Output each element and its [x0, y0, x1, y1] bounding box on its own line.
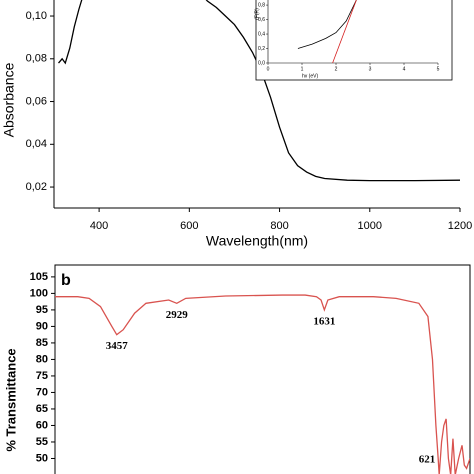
y-tick-label: 0,04 — [26, 138, 47, 150]
x-tick-label: 400 — [90, 220, 108, 232]
y-tick-label: 0,4 — [258, 31, 265, 37]
chart: 400 600 800 1000 12000,020,040,060,080,10Wav… — [1, 0, 472, 249]
y-tick-label: 105 — [30, 271, 48, 283]
y-tick-label: 0,6 — [258, 17, 265, 23]
x-tick-label: 2 — [335, 66, 338, 72]
x-tick-label: 800 — [270, 220, 288, 232]
peak-label: 3457 — [106, 340, 129, 352]
x-tick-label: 3 — [369, 66, 372, 72]
x-axis-label: Wavelength(nm) — [206, 233, 308, 249]
x-tick-label: 600 — [180, 220, 198, 232]
chart: 50 55 60 65 70 75 80 85 90 95 100 105 % Transmittanc… — [3, 271, 470, 474]
y-tick-label: 90 — [36, 320, 48, 332]
y-tick-label: 0,10 — [26, 10, 47, 22]
x-axis-label: hv (eV) — [302, 73, 318, 79]
y-tick-label: 75 — [36, 370, 48, 382]
x-tick-label: 1000 — [358, 220, 382, 232]
y-tick-label: 0,08 — [26, 53, 47, 65]
y-tick-label: 0,06 — [26, 95, 47, 107]
y-axis-label: % Transmittance — [3, 348, 18, 451]
peak-label: 621 — [419, 454, 436, 466]
y-tick-label: 65 — [36, 403, 48, 415]
x-tick-label: 1200 — [448, 220, 472, 232]
y-tick-label: 0,02 — [26, 181, 47, 193]
inset-frame — [255, 0, 453, 81]
data-line — [297, 0, 357, 49]
y-tick-label: 55 — [36, 436, 48, 448]
x-tick-label: 4 — [403, 66, 406, 72]
x-tick-label: 5 — [437, 66, 440, 72]
y-axis-label: Absorbance — [1, 62, 17, 137]
y-tick-label: 70 — [36, 386, 48, 398]
y-tick-label: 60 — [36, 419, 48, 431]
y-tick-label: 85 — [36, 337, 48, 349]
y-tick-label: 100 — [30, 287, 48, 299]
y-tick-label: 0,0 — [258, 60, 265, 66]
panel-label: b — [61, 272, 71, 289]
y-tick-label: 80 — [36, 353, 48, 365]
data-line — [58, 0, 460, 182]
peak-label: 2929 — [166, 309, 189, 321]
x-tick-label: 1 — [301, 66, 304, 72]
y-tick-label: 95 — [36, 304, 48, 316]
x-tick-label: 0 — [267, 66, 270, 72]
y-axis-label: (F(R) — [254, 8, 260, 20]
y-tick-label: 0,2 — [258, 46, 265, 52]
y-tick-label: 50 — [36, 452, 48, 464]
panel-b-frame — [54, 264, 471, 474]
y-tick-label: 0,8 — [258, 2, 265, 8]
data-line — [55, 294, 470, 474]
data-line — [332, 0, 357, 63]
peak-label: 1631 — [313, 315, 335, 327]
chart: 0 1 2 3 4 5 0,0 0,2 0,4 0,6 0,8 hv (eV) (F(R) — [254, 0, 453, 81]
